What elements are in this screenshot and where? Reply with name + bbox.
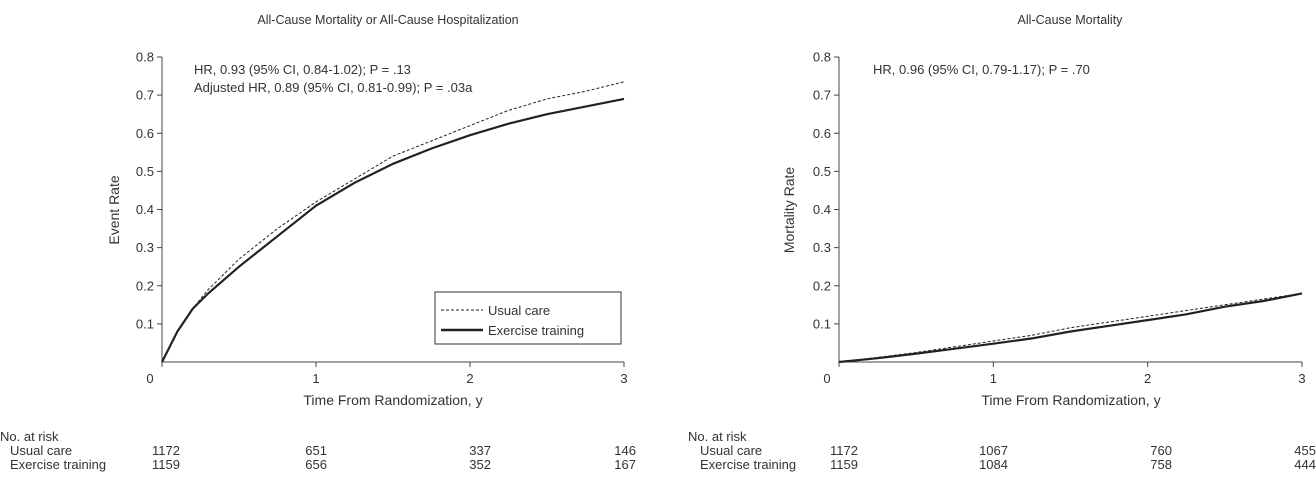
at-risk-table: No. at risk Usual care Exercise training… — [0, 429, 636, 472]
at-risk-value: 455 — [1294, 443, 1316, 458]
at-risk-value: 1067 — [979, 443, 1008, 458]
at-risk-value: 656 — [305, 457, 327, 472]
y-ticks: 0.1 0.2 0.3 0.4 0.5 0.6 0.7 0.8 — [136, 50, 162, 331]
x-tick-label: 0 — [146, 371, 153, 386]
at-risk-value: 651 — [305, 443, 327, 458]
at-risk-value: 444 — [1294, 457, 1316, 472]
at-risk-header: No. at risk — [0, 429, 59, 444]
y-tick-label: 0.2 — [813, 278, 831, 293]
y-tick-label: 0.6 — [813, 126, 831, 141]
at-risk-value: 1172 — [830, 443, 858, 458]
chart-title: All-Cause Mortality or All-Cause Hospita… — [257, 13, 518, 27]
at-risk-row-label: Usual care — [10, 443, 72, 458]
at-risk-table: No. at risk Usual care Exercise training… — [688, 429, 1316, 472]
at-risk-value: 146 — [614, 443, 636, 458]
x-ticks: 0 1 2 3 — [823, 362, 1306, 386]
at-risk-value: 1159 — [152, 457, 180, 472]
at-risk-values: 1172 1067 760 455 1159 1084 758 444 — [830, 443, 1316, 472]
series-group — [161, 81, 625, 363]
at-risk-header: No. at risk — [688, 429, 747, 444]
y-axis-label: Mortality Rate — [781, 167, 797, 254]
y-ticks: 0.1 0.2 0.3 0.4 0.5 0.6 0.7 0.8 — [813, 50, 839, 331]
x-axis-label: Time From Randomization, y — [303, 392, 482, 408]
at-risk-value: 758 — [1150, 457, 1172, 472]
y-tick-label: 0.3 — [813, 240, 831, 255]
legend-box — [434, 291, 622, 345]
legend-label-exercise-training: Exercise training — [488, 323, 584, 338]
y-tick-label: 0.7 — [813, 88, 831, 103]
x-tick-label: 2 — [466, 371, 473, 386]
hr-annotation: HR, 0.96 (95% CI, 0.79-1.17); P = .70 — [873, 62, 1090, 77]
x-tick-label: 0 — [823, 371, 830, 386]
at-risk-value: 337 — [469, 443, 491, 458]
y-tick-label: 0.4 — [136, 202, 154, 217]
series-line-usual-care — [838, 292, 1303, 363]
x-ticks: 0 1 2 3 — [146, 362, 628, 386]
at-risk-values: 1172 651 337 146 1159 656 352 167 — [152, 443, 636, 472]
x-axis-label: Time From Randomization, y — [981, 392, 1160, 408]
hr-annotation: HR, 0.93 (95% CI, 0.84-1.02); P = .13 — [194, 62, 411, 77]
y-tick-label: 0.5 — [813, 164, 831, 179]
y-tick-label: 0.4 — [813, 202, 831, 217]
y-tick-label: 0.8 — [136, 50, 154, 65]
at-risk-value: 1172 — [152, 443, 180, 458]
series-line-exercise-training — [161, 97, 625, 363]
x-tick-label: 1 — [990, 371, 997, 386]
at-risk-value: 352 — [469, 457, 491, 472]
y-tick-label: 0.1 — [136, 316, 154, 331]
legend-label-usual-care: Usual care — [488, 303, 550, 318]
y-tick-label: 0.8 — [813, 50, 831, 65]
at-risk-value: 760 — [1150, 443, 1172, 458]
x-tick-label: 3 — [1298, 371, 1305, 386]
chart-panel-left: All-Cause Mortality or All-Cause Hospita… — [0, 13, 636, 472]
chart-panel-right: All-Cause Mortality 0.10.20.30.40.50.60.… — [688, 13, 1316, 472]
chart-title: All-Cause Mortality — [1018, 13, 1124, 27]
series-line-exercise-training — [838, 292, 1303, 364]
y-axis-label: Event Rate — [106, 175, 122, 244]
series-group — [838, 292, 1303, 364]
at-risk-row-label: Exercise training — [700, 457, 796, 472]
y-tick-label: 0.1 — [813, 316, 831, 331]
legend: Usual care Exercise training — [434, 291, 622, 345]
y-tick-label: 0.7 — [136, 88, 154, 103]
at-risk-row-label: Exercise training — [10, 457, 106, 472]
y-tick-label: 0.6 — [136, 126, 154, 141]
y-tick-label: 0.2 — [136, 278, 154, 293]
x-tick-label: 3 — [620, 371, 627, 386]
x-tick-label: 1 — [312, 371, 319, 386]
at-risk-value: 1084 — [979, 457, 1008, 472]
x-tick-label: 2 — [1144, 371, 1151, 386]
at-risk-row-label: Usual care — [700, 443, 762, 458]
at-risk-value: 1159 — [830, 457, 858, 472]
adjusted-hr-annotation: Adjusted HR, 0.89 (95% CI, 0.81-0.99); P… — [194, 80, 473, 95]
y-tick-label: 0.5 — [136, 164, 154, 179]
at-risk-value: 167 — [614, 457, 636, 472]
y-tick-label: 0.3 — [136, 240, 154, 255]
